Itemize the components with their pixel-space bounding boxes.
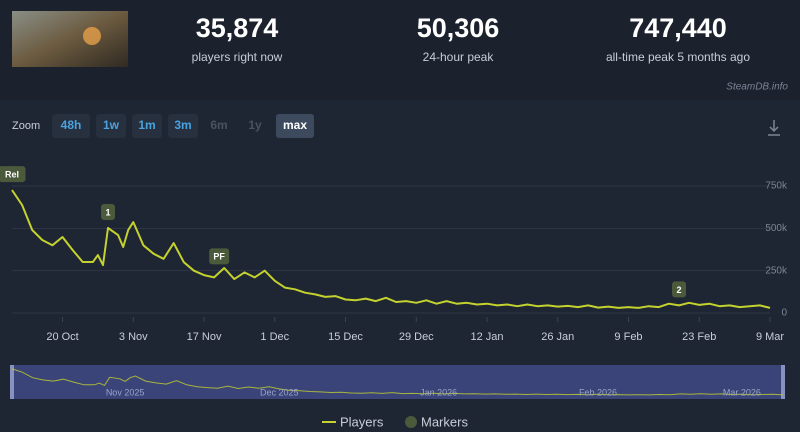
marker[interactable] [209,248,230,265]
navigator-handle[interactable] [10,365,14,399]
watermark: SteamDB.info [726,82,788,93]
y-tick-label: 500k [765,223,788,234]
zoom-button-label[interactable]: max [283,118,307,132]
legend-swatch [405,416,417,428]
x-tick-label: 1 Dec [260,331,289,343]
x-tick-label: 20 Oct [46,331,78,343]
marker-label: PF [213,252,225,262]
header-bg [0,0,800,97]
zoom-button-label[interactable]: 48h [61,118,82,132]
marker-label: 2 [677,285,682,295]
zoom-button[interactable] [132,114,162,138]
zoom-button[interactable] [52,114,90,138]
zoom-button[interactable] [96,114,126,138]
zoom-button-label[interactable]: 1w [103,118,120,132]
stat-value: 50,306 [417,13,500,43]
stat-value: 747,440 [629,13,727,43]
navigator-label: Jan 2026 [420,387,457,397]
x-tick-label: 29 Dec [399,331,434,343]
navigator-label: Feb 2026 [579,387,617,397]
x-tick-label: 15 Dec [328,331,363,343]
zoom-button[interactable] [276,114,314,138]
navigator-label: Dec 2025 [260,387,299,397]
download-icon[interactable] [768,120,780,136]
navigator-line [11,368,784,396]
zoom-button-label[interactable]: 6m [210,118,227,132]
thumbnail-glow [83,27,101,45]
x-tick-label: 9 Feb [614,331,642,343]
marker-label: 1 [106,207,111,217]
zoom-button-label[interactable]: 3m [174,118,191,132]
x-tick-label: 3 Nov [119,331,148,343]
navigator-label: Nov 2025 [106,387,145,397]
stat-label: 24-hour peak [423,50,495,64]
y-tick-label: 250k [765,265,788,276]
marker[interactable] [0,166,26,183]
navigator-handle[interactable] [781,365,785,399]
x-tick-label: 17 Nov [187,331,222,343]
zoom-buttons: 48h 1w 1m 3m 6m 1y max [52,114,314,138]
zoom-button-label[interactable]: 1y [248,118,262,132]
marker[interactable] [672,281,687,298]
stat-value: 35,874 [196,13,279,43]
game-thumbnail [12,11,128,67]
zoom-label: Zoom [12,120,40,132]
x-tick-label: 12 Jan [470,331,503,343]
stat-label: players right now [192,50,283,64]
x-tick-label: 26 Jan [541,331,574,343]
y-tick-label: 0 [781,308,787,319]
legend-label[interactable]: Markers [421,414,468,429]
legend-label[interactable]: Players [340,414,384,429]
marker-label: Rel [5,169,19,179]
y-tick-label: 750k [765,181,788,192]
navigator-label: Mar 2026 [723,387,761,397]
x-tick-label: 23 Feb [682,331,716,343]
zoom-button-label[interactable]: 1m [138,118,155,132]
x-tick-label: 9 Mar [756,331,784,343]
series-line [11,189,771,309]
marker[interactable] [101,203,116,220]
zoom-button[interactable] [168,114,198,138]
stat-label: all-time peak 5 months ago [606,50,750,64]
